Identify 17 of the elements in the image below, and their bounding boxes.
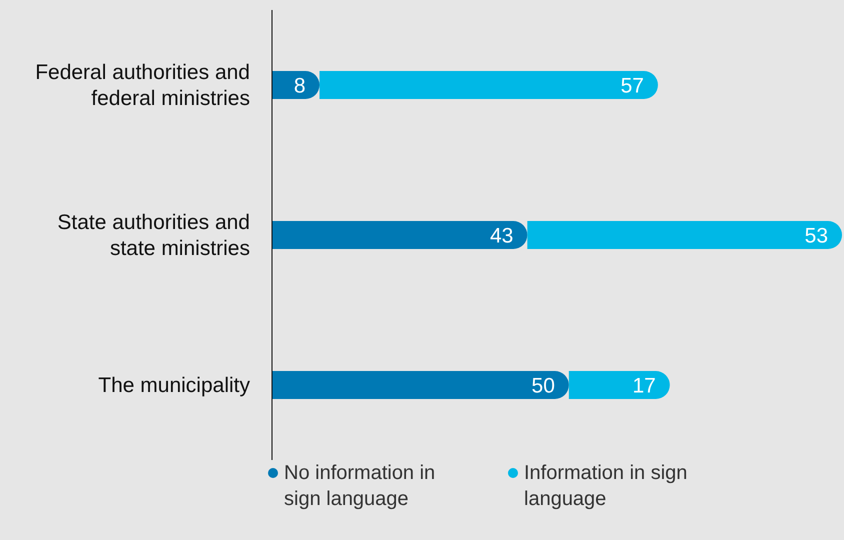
data-label: 53	[804, 224, 828, 248]
y-tick-label: The municipality	[98, 374, 250, 396]
data-label: 17	[632, 374, 656, 398]
bar	[272, 221, 528, 249]
bar	[568, 371, 670, 399]
data-label: 8	[294, 74, 306, 98]
bar	[527, 221, 842, 249]
bar	[272, 371, 569, 399]
y-tick-label: State authorities and state ministries	[57, 210, 250, 260]
bar	[320, 71, 658, 99]
data-label: 50	[532, 374, 555, 398]
legend-label: Information in sign language	[524, 461, 688, 512]
legend-label: No information in sign language	[284, 461, 436, 512]
bar	[272, 71, 320, 99]
data-label: 43	[490, 224, 514, 248]
y-tick-label: Federal authorities and federal ministries	[35, 60, 250, 110]
data-label: 57	[620, 74, 644, 98]
